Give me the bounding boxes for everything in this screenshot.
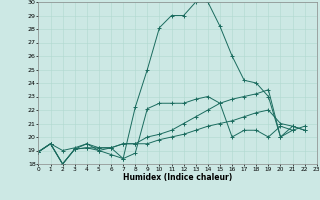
X-axis label: Humidex (Indice chaleur): Humidex (Indice chaleur) [123,173,232,182]
